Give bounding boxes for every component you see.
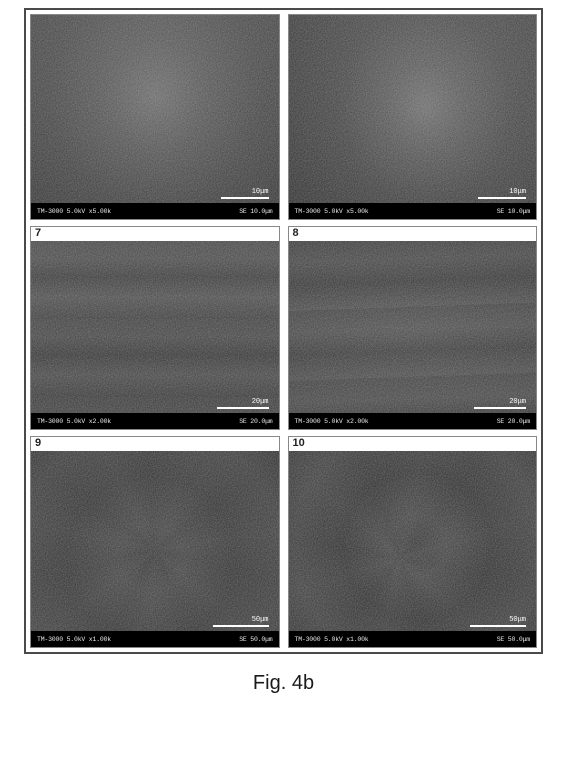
scale-bar-label: 50μm [509,616,526,624]
panel-6: 10μm TM-3000 5.0kV x5.00k SE 10.0μm [288,14,538,220]
figure-frame: 10μm TM-3000 5.0kV x5.00k SE 10.0μm 10μm… [24,8,543,654]
panel-8: 8 20μm TM-3000 5.0kV x2.00k SE 20.0μm [288,226,538,430]
sem-info-right: SE 10.0μm [239,208,272,215]
scale-bar [478,197,526,199]
panel-label: 7 [31,227,279,241]
sem-info-right: SE 20.0μm [497,418,530,425]
scale-bar-label: 50μm [252,616,269,624]
micrograph-image: 50μm TM-3000 5.0kV x1.00k SE 50.0μm [31,451,279,647]
sem-info-bar: TM-3000 5.0kV x1.00k SE 50.0μm [31,631,279,647]
micrograph-noise [289,241,537,429]
sem-info-right: SE 50.0μm [497,636,530,643]
sem-info-left: TM-3000 5.0kV x2.00k [295,418,369,425]
panel-label: 10 [289,437,537,451]
panel-10: 10 50μm TM-3000 5.0kV x1.00k SE 50.0μm [288,436,538,648]
sem-info-right: SE 50.0μm [239,636,272,643]
scale-bar-label: 10μm [509,188,526,196]
scale-bar-label: 20μm [509,398,526,406]
scale-bar [217,407,269,409]
sem-info-right: SE 10.0μm [497,208,530,215]
scale-bar [470,625,526,627]
scale-bar-label: 20μm [252,398,269,406]
panel-7: 7 20μm TM-3000 5.0kV x2.00k SE 20.0μm [30,226,280,430]
panel-grid: 10μm TM-3000 5.0kV x5.00k SE 10.0μm 10μm… [30,14,537,648]
panel-label: 8 [289,227,537,241]
micrograph-image: 20μm TM-3000 5.0kV x2.00k SE 20.0μm [289,241,537,429]
micrograph-image: 10μm TM-3000 5.0kV x5.00k SE 10.0μm [31,15,279,219]
micrograph-image: 20μm TM-3000 5.0kV x2.00k SE 20.0μm [31,241,279,429]
micrograph-noise [289,451,537,647]
sem-info-bar: TM-3000 5.0kV x1.00k SE 50.0μm [289,631,537,647]
sem-info-bar: TM-3000 5.0kV x2.00k SE 20.0μm [289,413,537,429]
sem-info-left: TM-3000 5.0kV x5.00k [37,208,111,215]
micrograph-noise [31,451,279,647]
sem-info-bar: TM-3000 5.0kV x5.00k SE 10.0μm [31,203,279,219]
scale-bar [474,407,526,409]
sem-info-left: TM-3000 5.0kV x2.00k [37,418,111,425]
sem-info-bar: TM-3000 5.0kV x2.00k SE 20.0μm [31,413,279,429]
micrograph-noise [31,241,279,429]
micrograph-image: 50μm TM-3000 5.0kV x1.00k SE 50.0μm [289,451,537,647]
sem-info-left: TM-3000 5.0kV x1.00k [37,636,111,643]
sem-info-left: TM-3000 5.0kV x5.00k [295,208,369,215]
figure-caption: Fig. 4b [253,672,314,695]
scale-bar [213,625,269,627]
micrograph-noise [289,15,537,219]
panel-5: 10μm TM-3000 5.0kV x5.00k SE 10.0μm [30,14,280,220]
sem-info-left: TM-3000 5.0kV x1.00k [295,636,369,643]
panel-label: 9 [31,437,279,451]
scale-bar-label: 10μm [252,188,269,196]
sem-info-right: SE 20.0μm [239,418,272,425]
panel-9: 9 50μm TM-3000 5.0kV x1.00k SE 50.0μm [30,436,280,648]
micrograph-image: 10μm TM-3000 5.0kV x5.00k SE 10.0μm [289,15,537,219]
scale-bar [221,197,269,199]
sem-info-bar: TM-3000 5.0kV x5.00k SE 10.0μm [289,203,537,219]
micrograph-noise [31,15,279,219]
